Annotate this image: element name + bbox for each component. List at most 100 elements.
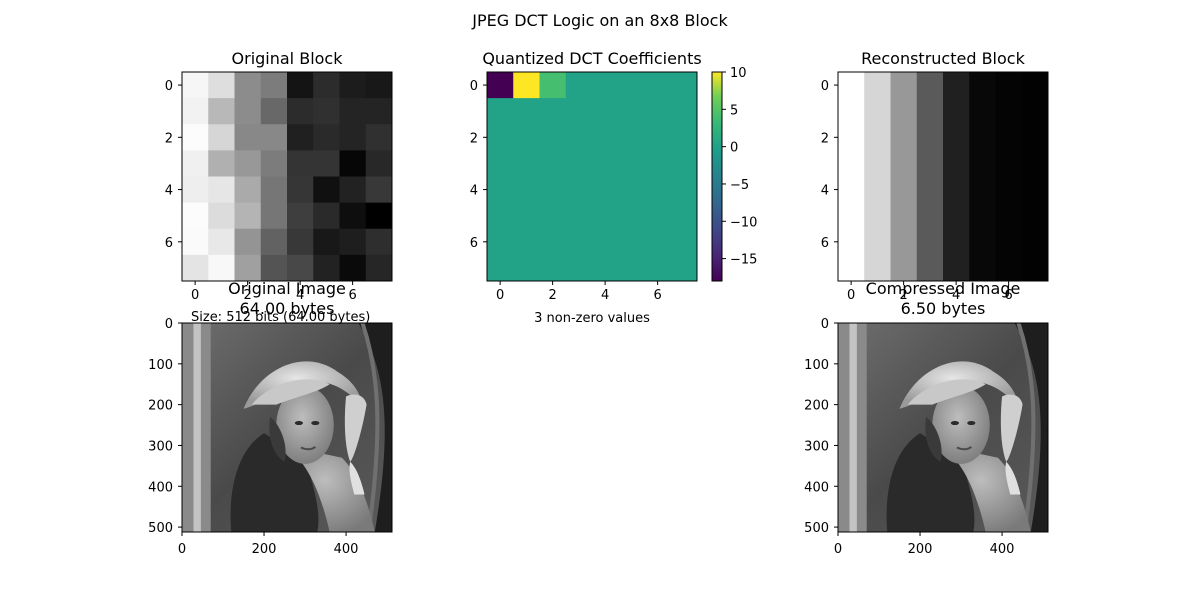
heatmap-cell xyxy=(592,150,619,177)
heatmap-cell xyxy=(618,176,645,204)
heatmap-cell xyxy=(565,202,593,230)
heatmap-cell xyxy=(287,176,314,204)
heatmap-cell xyxy=(539,202,567,230)
heatmap-cell xyxy=(287,98,314,125)
x-tick-label: 0 xyxy=(496,288,504,303)
x-tick-label: 400 xyxy=(334,542,359,557)
reconstructed-block-frame xyxy=(837,71,1049,282)
heatmap-cell xyxy=(618,150,645,177)
heatmap-cell xyxy=(670,176,698,204)
reconstructed-block-ticks: 0 2 4 6 0 2 4 6 xyxy=(821,79,1013,303)
heatmap-cell xyxy=(234,228,262,256)
x-tick-label: 400 xyxy=(990,542,1015,557)
heatmap-cell xyxy=(539,150,567,177)
original-image-title-line2: 64.00 bytes xyxy=(240,299,335,318)
heatmap-cell xyxy=(487,98,514,125)
x-tick-label: 0 xyxy=(191,288,199,303)
heatmap-cell xyxy=(260,98,288,125)
heatmap-cell xyxy=(365,150,393,177)
heatmap-cell xyxy=(234,254,262,282)
x-tick-label: 2 xyxy=(548,288,556,303)
heatmap-cell xyxy=(208,228,235,256)
heatmap-cell xyxy=(260,150,288,177)
y-tick-label: 2 xyxy=(165,131,173,146)
y-tick-label: 4 xyxy=(470,184,478,199)
heatmap-cell xyxy=(644,72,672,99)
y-tick-label: 300 xyxy=(804,439,829,454)
y-tick-label: 100 xyxy=(148,358,173,373)
x-tick-label: 4 xyxy=(952,288,960,303)
heatmap-cell xyxy=(644,98,672,125)
heatmap-cell xyxy=(618,124,645,151)
heatmap-cell xyxy=(565,72,593,99)
heatmap-cell xyxy=(670,150,698,177)
x-tick-label: 6 xyxy=(348,288,356,303)
heatmap-cell xyxy=(208,254,235,282)
x-tick-label: 2 xyxy=(243,288,251,303)
heatmap-cell xyxy=(182,72,209,99)
y-tick-label: 200 xyxy=(804,399,829,414)
heatmap-cell xyxy=(287,254,314,282)
y-tick-label: 6 xyxy=(165,236,173,251)
heatmap-cell xyxy=(618,72,645,99)
heatmap-cell xyxy=(565,176,593,204)
quantized-dct-ticks: 0 2 4 6 0 2 4 6 xyxy=(470,79,662,303)
heatmap-cell xyxy=(365,228,393,256)
heatmap-cell xyxy=(260,254,288,282)
heatmap-cell xyxy=(208,98,235,125)
heatmap-cell xyxy=(565,150,593,177)
heatmap-cell xyxy=(208,72,235,99)
heatmap-cell xyxy=(260,228,288,256)
heatmap-cell xyxy=(365,254,393,282)
heatmap-cell xyxy=(592,124,619,151)
heatmap-cell xyxy=(339,176,367,204)
heatmap-cell xyxy=(182,98,209,125)
heatmap-cell xyxy=(234,202,262,230)
heatmap-cell xyxy=(365,176,393,204)
colorbar-tick-label: −15 xyxy=(730,253,757,268)
compressed-image-title-line2: 6.50 bytes xyxy=(901,299,986,318)
heatmap-cell xyxy=(618,228,645,256)
heatmap-cell xyxy=(339,228,367,256)
original-image-title-line1: Original Image xyxy=(228,279,346,298)
reconstructed-block-heatmap xyxy=(838,72,1049,281)
heatmap-cell xyxy=(313,72,340,99)
heatmap-cell xyxy=(487,228,514,256)
original-block-heatmap xyxy=(182,72,393,282)
heatmap-cell xyxy=(592,254,619,282)
heatmap-cell xyxy=(487,124,514,151)
y-tick-label: 200 xyxy=(148,399,173,414)
y-tick-label: 400 xyxy=(148,480,173,495)
colorbar-tick-label: −10 xyxy=(730,215,757,230)
heatmap-cell xyxy=(260,124,288,151)
heatmap-cell xyxy=(539,228,567,256)
heatmap-cell xyxy=(513,72,540,99)
heatmap-cell xyxy=(287,72,314,99)
heatmap-cell xyxy=(182,124,209,151)
heatmap-cell xyxy=(670,254,698,282)
colorbar-tick-label: 0 xyxy=(730,141,738,156)
heatmap-column xyxy=(969,72,996,281)
original-image-panel: 0 200 400 0 100 200 300 400 500 Size: 512 bits (… xyxy=(148,279,393,557)
heatmap-cell xyxy=(182,228,209,256)
heatmap-cell xyxy=(487,202,514,230)
heatmap-cell xyxy=(592,98,619,125)
x-tick-label: 2 xyxy=(899,288,907,303)
y-tick-label: 0 xyxy=(470,79,478,94)
heatmap-cell xyxy=(670,72,698,99)
x-tick-label: 6 xyxy=(1004,288,1012,303)
heatmap-cell xyxy=(644,150,672,177)
heatmap-cell xyxy=(513,202,540,230)
heatmap-cell xyxy=(208,124,235,151)
heatmap-cell xyxy=(260,176,288,204)
heatmap-cell xyxy=(592,202,619,230)
heatmap-cell xyxy=(182,254,209,282)
heatmap-cell xyxy=(365,202,393,230)
y-tick-label: 2 xyxy=(821,131,829,146)
heatmap-cell xyxy=(339,150,367,177)
heatmap-cell xyxy=(670,98,698,125)
heatmap-cell xyxy=(313,150,340,177)
y-tick-label: 0 xyxy=(165,317,173,332)
x-tick-label: 4 xyxy=(296,288,304,303)
